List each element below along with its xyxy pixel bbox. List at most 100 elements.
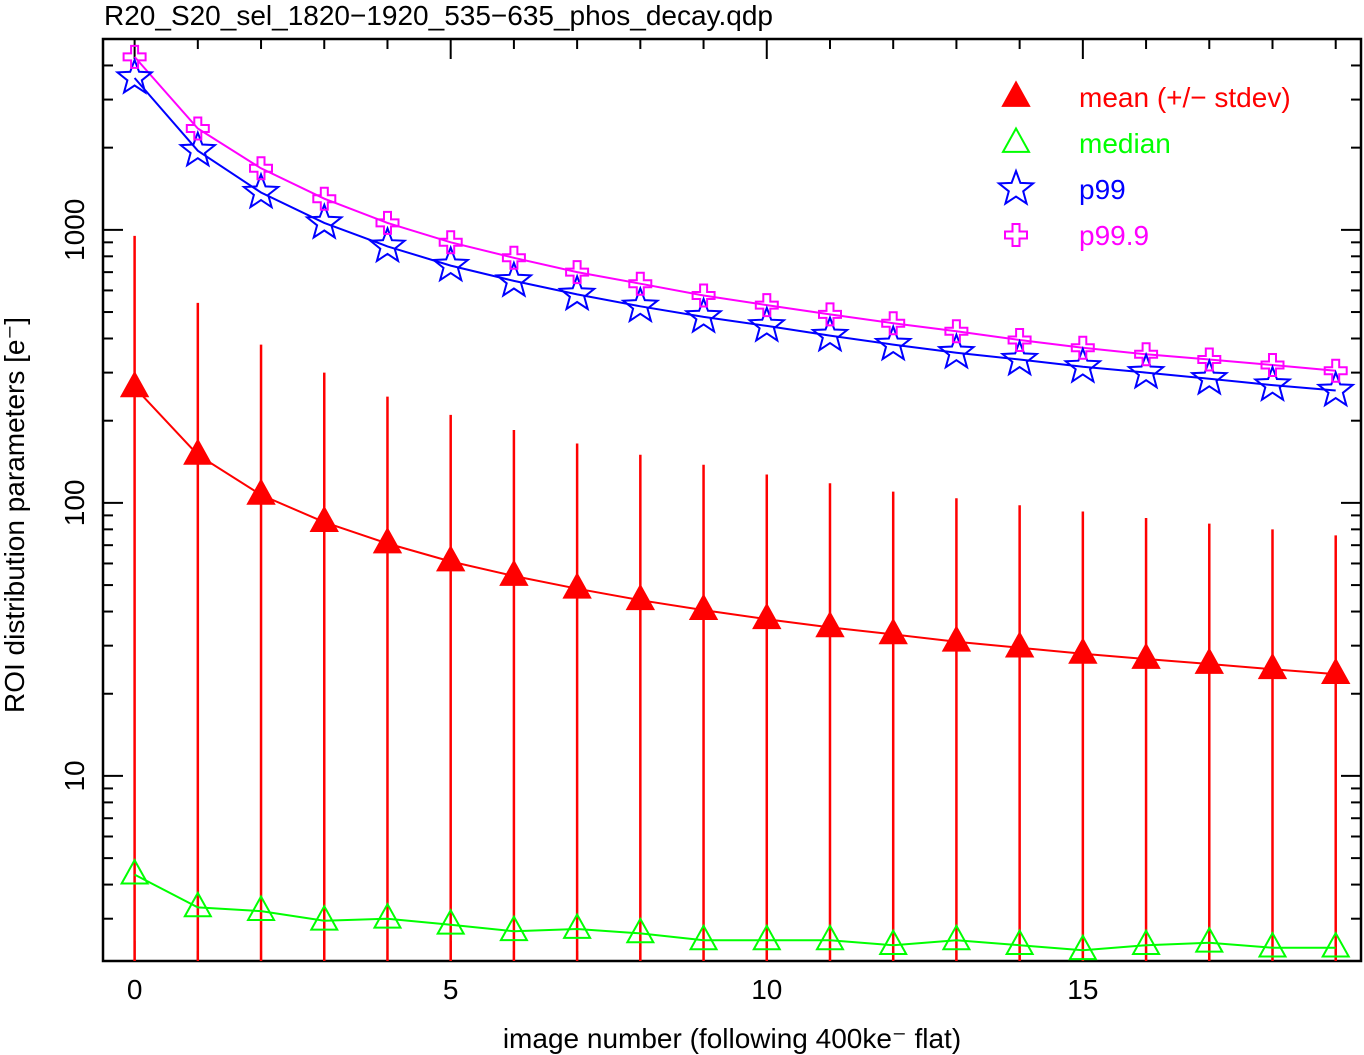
data-point — [1257, 652, 1288, 680]
data-point — [941, 625, 972, 652]
series-markers — [114, 44, 1356, 961]
data-point — [746, 305, 787, 343]
x-tick-label: 15 — [1067, 974, 1098, 1005]
data-point — [375, 210, 400, 235]
x-tick-label: 0 — [127, 974, 143, 1005]
data-point — [1321, 931, 1351, 958]
data-point — [999, 338, 1040, 377]
data-point — [810, 314, 850, 353]
data-point — [309, 904, 339, 931]
legend-marker — [1004, 223, 1028, 247]
x-tick-label: 10 — [751, 974, 782, 1005]
legend-label: p99 — [1079, 174, 1126, 205]
data-point — [1315, 369, 1356, 408]
data-point — [304, 202, 345, 240]
data-point — [1004, 631, 1035, 658]
data-point — [815, 610, 845, 638]
y-axis-label: ROI distribution parameters [e⁻] — [0, 317, 30, 713]
data-point — [246, 894, 276, 921]
data-point — [246, 478, 276, 505]
data-point — [183, 438, 213, 465]
data-point — [178, 129, 218, 168]
data-point — [435, 544, 466, 572]
data-point — [1131, 642, 1161, 669]
data-point — [501, 245, 526, 270]
data-point — [818, 302, 842, 327]
data-point — [562, 912, 592, 939]
data-point — [683, 296, 724, 334]
series-line — [134, 873, 1336, 952]
data-point — [625, 583, 656, 611]
data-point — [1260, 353, 1285, 377]
data-point — [620, 285, 661, 324]
data-point — [691, 283, 716, 308]
data-point — [1062, 345, 1103, 384]
plot-frame — [101, 37, 1363, 963]
data-point — [1007, 328, 1032, 352]
x-axis: 0 5 10 15 — [127, 39, 1337, 1005]
data-point — [367, 225, 408, 264]
data-point — [312, 186, 337, 211]
data-point — [815, 923, 845, 951]
data-point — [1004, 928, 1035, 956]
legend: mean (+/− stdev) median p99 p99.9 — [996, 80, 1291, 251]
data-point — [1131, 928, 1161, 956]
data-point — [309, 505, 339, 533]
data-point — [1068, 933, 1098, 961]
data-point — [878, 617, 908, 645]
data-point — [881, 311, 906, 336]
data-point — [494, 260, 534, 298]
data-point — [752, 923, 782, 951]
data-point — [119, 858, 150, 885]
data-point — [1194, 926, 1224, 953]
data-point — [754, 293, 779, 318]
data-point — [1068, 637, 1098, 664]
data-point — [688, 923, 719, 951]
data-point — [936, 331, 977, 370]
legend-marker — [1001, 80, 1031, 107]
data-point — [185, 116, 210, 141]
data-point — [944, 319, 969, 344]
series-lines — [133, 56, 1336, 952]
data-point — [499, 914, 529, 942]
legend-label: mean (+/− stdev) — [1079, 82, 1291, 113]
data-point — [1189, 357, 1230, 396]
legend-marker — [1001, 126, 1031, 153]
data-point — [752, 602, 782, 630]
legend-label: p99.9 — [1079, 220, 1149, 251]
y-tick-label: 1000 — [59, 199, 90, 261]
data-point — [1321, 657, 1351, 685]
legend-marker — [996, 168, 1036, 206]
data-point — [430, 244, 471, 283]
data-point — [1252, 364, 1293, 403]
data-point — [114, 57, 155, 95]
data-point — [438, 230, 463, 255]
data-point — [372, 902, 403, 929]
error-bars — [133, 235, 1337, 961]
data-point — [628, 271, 653, 296]
data-point — [183, 890, 213, 918]
data-point — [1323, 358, 1348, 383]
data-point — [557, 273, 597, 312]
data-point — [435, 908, 466, 935]
legend-label: median — [1079, 128, 1171, 159]
data-point — [1070, 335, 1095, 360]
data-point — [119, 370, 150, 398]
data-point — [249, 156, 273, 181]
x-tick-label: 5 — [443, 974, 459, 1005]
data-point — [625, 916, 656, 944]
y-tick-label: 10 — [59, 760, 90, 791]
x-axis-label: image number (following 400ke⁻ flat) — [503, 1023, 961, 1054]
data-point — [688, 593, 719, 620]
data-point — [941, 923, 972, 951]
data-point — [1197, 347, 1222, 372]
data-point — [873, 323, 914, 362]
y-axis: 10 100 1000 — [59, 38, 1361, 920]
data-point — [1257, 931, 1288, 958]
data-point — [1134, 342, 1159, 367]
data-point — [1194, 647, 1224, 674]
y-tick-label: 100 — [59, 480, 90, 527]
data-point — [499, 559, 529, 586]
data-point — [122, 44, 147, 69]
